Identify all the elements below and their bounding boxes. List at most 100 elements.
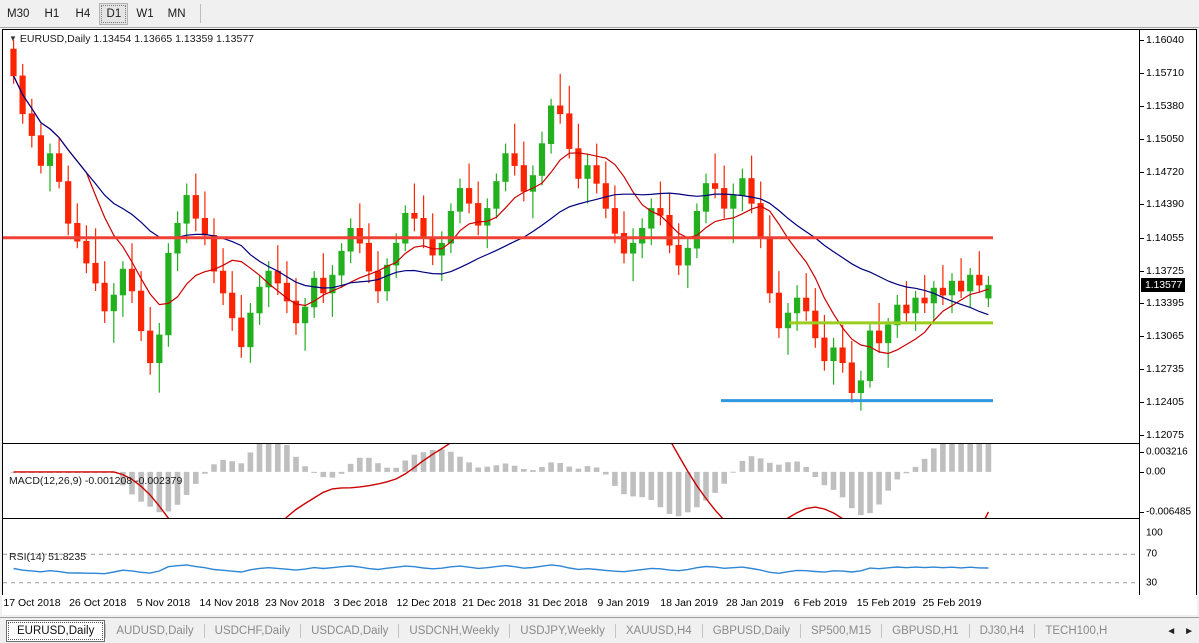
price-axis-tick: [1140, 402, 1144, 404]
tab-separator: [968, 624, 970, 638]
toolbar-separator: [199, 4, 201, 23]
rsi-axis-label: 70: [1146, 548, 1158, 560]
date-axis-label: 6 Feb 2019: [793, 597, 848, 609]
tab-separator: [300, 624, 302, 638]
price-axis-label: 1.13065: [1146, 330, 1184, 343]
price-axis-label: 1.15050: [1146, 132, 1184, 145]
price-axis-label: 1.15710: [1146, 66, 1184, 79]
chart-tab-usdcad-daily[interactable]: USDCAD,Daily: [311, 625, 389, 637]
tab-separator: [398, 624, 400, 638]
price-axis-label: 1.14055: [1146, 231, 1184, 244]
timeframe-button-d1[interactable]: D1: [99, 2, 129, 25]
price-axis-label: 1.16040: [1146, 34, 1184, 46]
date-axis-label: 3 Dec 2018: [333, 597, 388, 609]
tab-separator: [105, 624, 107, 638]
price-axis-label: 1.13725: [1146, 264, 1184, 277]
date-axis-label: 26 Oct 2018: [69, 597, 127, 609]
chart-tab-gbpusd-h1[interactable]: GBPUSD,H1: [892, 625, 959, 637]
date-axis: 17 Oct 2018 26 Oct 2018 5 Nov 2018 14 Nov 2…: [2, 595, 1197, 615]
date-axis-label: 18 Jan 2019: [660, 597, 719, 609]
macd-axis-tick: [1140, 452, 1144, 453]
price-axis-tick: [1140, 270, 1144, 272]
timeframe-button-h1[interactable]: H1: [44, 7, 60, 20]
collapse-caret-icon[interactable]: ▼: [9, 34, 17, 43]
tab-separator: [800, 624, 802, 638]
price-axis-tick: [1140, 369, 1144, 371]
pane-divider-rsi: [3, 518, 1196, 519]
date-axis-label: 23 Nov 2018: [265, 597, 325, 609]
price-axis-label: 1.12075: [1146, 429, 1184, 441]
tab-separator: [1034, 624, 1036, 638]
scroll-left-icon[interactable]: ◄: [1166, 625, 1177, 637]
timeframe-toolbar: M30 H1 H4 D1 W1 MN: [0, 0, 1199, 28]
current-price-tag: 1.13577: [1141, 278, 1186, 293]
price-axis-label: 1.12735: [1146, 363, 1184, 376]
tab-separator: [881, 624, 883, 638]
price-axis-tick: [1140, 303, 1144, 305]
date-axis-label: 25 Feb 2019: [922, 597, 982, 609]
chart-tab-eurusd-daily[interactable]: EURUSD,Daily: [6, 620, 106, 642]
price-axis-tick: [1140, 40, 1144, 41]
price-axis-label: 1.15380: [1146, 99, 1184, 112]
timeframe-button-m30[interactable]: M30: [7, 7, 30, 20]
rsi-plot: [3, 553, 1139, 584]
tab-separator: [203, 624, 205, 638]
chart-tab-usdchf-daily[interactable]: USDCHF,Daily: [214, 625, 291, 637]
date-axis-label: 15 Feb 2019: [856, 597, 916, 609]
date-axis-label: 17 Oct 2018: [3, 597, 61, 609]
rsi-axis-label: 100: [1146, 527, 1163, 539]
price-axis-tick: [1140, 237, 1144, 239]
price-pane[interactable]: [3, 30, 1139, 443]
chart-tab-xauusd-h4[interactable]: XAUUSD,H4: [625, 625, 692, 637]
timeframe-button-mn[interactable]: MN: [167, 7, 186, 20]
date-axis-label: 9 Jan 2019: [597, 597, 650, 609]
date-axis-label: 12 Dec 2018: [396, 597, 457, 609]
date-axis-label: 21 Dec 2018: [462, 597, 522, 609]
candlestick-plot: [3, 40, 993, 411]
price-axis-label: 1.14720: [1146, 165, 1184, 178]
price-axis[interactable]: 1.16040 1.15710 1.15380 1.15050 1.14720 1.143…: [1139, 30, 1196, 613]
chart-tab-dj30-h4[interactable]: DJ30,H4: [979, 625, 1025, 637]
price-axis-label: 1.14390: [1146, 198, 1184, 211]
chart-tab-bar[interactable]: EURUSD,Daily AUDUSD,Daily USDCHF,Daily USDC…: [0, 617, 1199, 643]
chart-tab-usdjpy-weekly[interactable]: USDJPY,Weekly: [520, 625, 605, 637]
macd-axis-tick: [1140, 471, 1144, 473]
chart-area[interactable]: ▼ EURUSD,Daily 1.13454 1.13665 1.13359 1.…: [2, 29, 1197, 614]
price-axis-label: 1.13395: [1146, 297, 1184, 310]
macd-axis-label: 0.003216: [1146, 446, 1188, 458]
timeframe-button-h4[interactable]: H4: [75, 7, 91, 20]
chart-tab-tech100-h[interactable]: TECH100,H: [1045, 625, 1108, 637]
price-axis-tick: [1140, 336, 1144, 338]
macd-axis-label: 0.00: [1146, 466, 1166, 478]
chart-tab-gbpusd-daily[interactable]: GBPUSD,Daily: [712, 625, 791, 637]
chart-tab-usdcnh-weekly[interactable]: USDCNH,Weekly: [409, 625, 500, 637]
chart-tab-sp500-m15[interactable]: SP500,M15: [811, 625, 872, 637]
price-axis-tick: [1140, 105, 1144, 107]
price-axis-tick: [1140, 171, 1144, 173]
tab-scroll-controls[interactable]: ◄ ►: [1164, 626, 1199, 637]
macd-pane[interactable]: [3, 444, 1139, 518]
price-axis-tick: [1140, 435, 1144, 436]
chart-tab-audusd-daily[interactable]: AUDUSD,Daily: [116, 625, 194, 637]
tab-separator: [701, 624, 703, 638]
macd-axis-tick: [1140, 512, 1144, 513]
date-axis-label: 14 Nov 2018: [199, 597, 259, 609]
macd-plot: [10, 444, 992, 518]
date-axis-label: 5 Nov 2018: [136, 597, 191, 609]
timeframe-button-w1[interactable]: W1: [136, 7, 154, 20]
macd-axis-label: -0.006485: [1146, 506, 1192, 518]
rsi-header: RSI(14) 51.8235: [9, 551, 87, 563]
price-axis-tick: [1140, 204, 1144, 206]
pane-divider-macd: [3, 443, 1196, 444]
date-axis-label: 28 Jan 2019: [725, 597, 784, 609]
price-axis-tick: [1140, 72, 1144, 74]
scroll-right-icon[interactable]: ►: [1184, 625, 1194, 637]
macd-header: MACD(12,26,9) -0.001208 -0.002379: [9, 475, 183, 487]
price-axis-tick: [1140, 138, 1144, 140]
symbol-header[interactable]: ▼ EURUSD,Daily 1.13454 1.13665 1.13359 1.…: [9, 33, 255, 45]
tab-separator: [614, 624, 616, 638]
price-axis-label: 1.12405: [1146, 396, 1184, 409]
tab-separator: [509, 624, 511, 638]
rsi-axis-label: 30: [1146, 577, 1158, 589]
